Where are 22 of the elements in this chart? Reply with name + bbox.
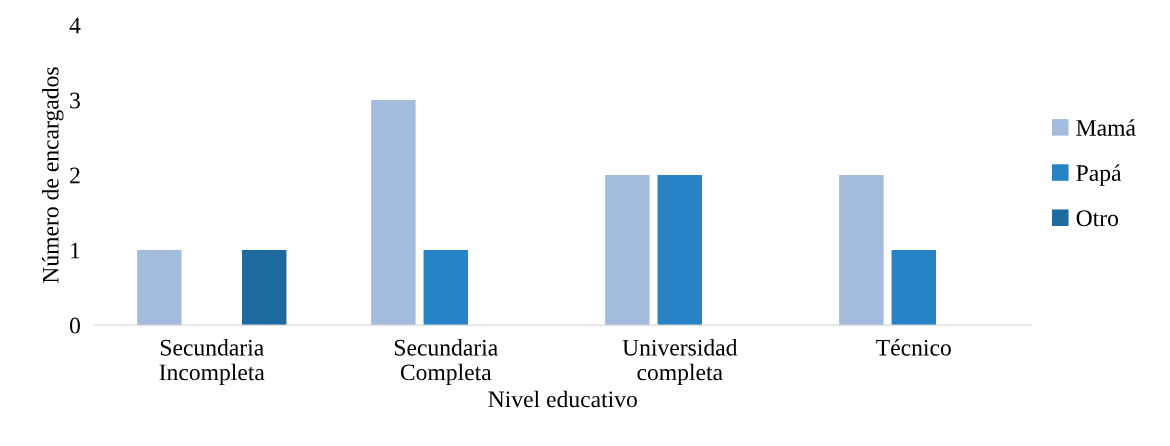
bar — [423, 250, 468, 326]
bar — [137, 250, 182, 326]
bar — [657, 175, 702, 326]
x-axis-title: Nivel educativo — [488, 390, 637, 408]
bar — [891, 250, 936, 326]
y-tick-label: 1 — [71, 242, 80, 259]
bar — [371, 100, 416, 326]
x-tick-label: Técnico — [876, 338, 951, 356]
y-tick-label: 3 — [70, 92, 80, 109]
y-tick-label: 0 — [69, 317, 80, 334]
y-tick-label: 2 — [70, 167, 80, 184]
bar — [241, 250, 287, 326]
y-tick-label: 4 — [69, 17, 81, 34]
x-tick-label: Secundaria Incompleta — [159, 339, 265, 386]
bar — [605, 175, 650, 326]
x-tick-label: Universidad completa — [622, 339, 738, 386]
y-axis-title: Número de encargados — [42, 67, 64, 283]
legend-label: Otro — [1076, 210, 1119, 227]
legend-label: Papá — [1076, 164, 1122, 186]
legend-label: Mamá — [1076, 119, 1136, 136]
bar — [839, 175, 884, 326]
x-tick-label: Secundaria Completa — [394, 339, 498, 386]
